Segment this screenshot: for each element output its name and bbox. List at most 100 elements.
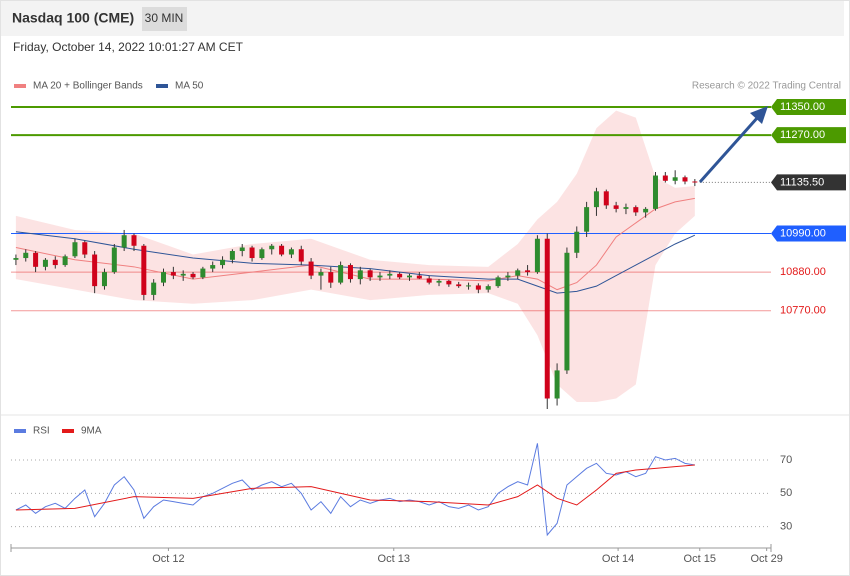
- candle-body: [643, 208, 649, 213]
- candle-body: [357, 270, 363, 280]
- candle-body: [564, 252, 570, 371]
- candle-body: [121, 235, 127, 248]
- ma-line: [15, 231, 696, 294]
- level-label: 11135.50: [780, 176, 824, 188]
- candle-body: [574, 231, 580, 253]
- candle-body: [446, 280, 452, 285]
- candle-body: [613, 205, 619, 209]
- candle-body: [387, 273, 393, 276]
- candle-body: [259, 249, 265, 259]
- target-arrow: [698, 116, 760, 183]
- candle-body: [505, 275, 511, 278]
- y-tick-label: 70: [780, 454, 792, 466]
- candle-body: [220, 259, 226, 266]
- candle-body: [131, 235, 137, 246]
- candle-body: [33, 252, 39, 267]
- candle-body: [151, 282, 157, 295]
- candle-body: [180, 273, 186, 276]
- candle-body: [318, 272, 324, 276]
- candle-body: [603, 191, 609, 206]
- candle-body: [456, 284, 462, 287]
- level-label: 10770.00: [780, 305, 826, 317]
- legend-label: MA 20 + Bollinger Bands: [33, 81, 143, 92]
- candle-body: [623, 207, 629, 209]
- arrow-head: [750, 106, 768, 124]
- candle-body: [170, 272, 176, 276]
- candle-body: [584, 207, 590, 232]
- interval[interactable]: 30 MIN: [145, 11, 184, 25]
- candle-body: [288, 249, 294, 255]
- candle-body: [42, 259, 48, 267]
- candle-body: [662, 175, 668, 181]
- rsi-line: [15, 464, 695, 511]
- interval-box[interactable]: [142, 7, 187, 31]
- candle-body: [554, 370, 560, 399]
- level-label: 10990.00: [780, 227, 826, 239]
- candle-body: [544, 238, 550, 399]
- rsi-line: [15, 443, 695, 537]
- candle-body: [308, 261, 314, 276]
- candle-body: [672, 177, 678, 181]
- y-tick-label: 30: [780, 521, 792, 533]
- x-tick-label: Oct 13: [378, 553, 410, 565]
- candle-body: [161, 272, 167, 283]
- header-bar: [1, 1, 844, 36]
- candle-body: [141, 245, 147, 295]
- candle-body: [328, 272, 334, 283]
- level-label: 11350.00: [780, 101, 825, 113]
- candle-body: [367, 270, 373, 278]
- candle-body: [111, 247, 117, 273]
- candle-body: [682, 177, 688, 182]
- candle-body: [466, 285, 472, 287]
- candle-body: [475, 285, 481, 290]
- candle-body: [338, 265, 344, 283]
- candle-body: [210, 265, 216, 269]
- plot: MA 20 + Bollinger Bands MA 50 11350.00 1127…: [11, 81, 846, 565]
- level-tag: [771, 225, 846, 242]
- candle-body: [347, 265, 353, 280]
- candle-body: [92, 254, 98, 287]
- candle-body: [397, 273, 403, 278]
- candle-body: [298, 249, 304, 262]
- candle-body: [23, 252, 29, 259]
- x-tick-label: Oct 12: [152, 553, 184, 565]
- candle-body: [377, 275, 383, 278]
- candle-body: [515, 270, 521, 276]
- legend-label: RSI: [33, 426, 50, 437]
- candle-body: [485, 286, 491, 290]
- candle-body: [239, 247, 245, 252]
- candle-body: [190, 273, 196, 278]
- title: Nasdaq 100 (CME): [12, 10, 134, 26]
- datetime: Friday, October 14, 2022 10:01:27 AM CET: [13, 40, 244, 54]
- credit: Research © 2022 Trading Central: [692, 81, 841, 92]
- legend-label: MA 50: [175, 81, 204, 92]
- bollinger-band: [15, 110, 695, 403]
- candle-body: [52, 259, 58, 266]
- y-tick-label: 50: [780, 487, 792, 499]
- candle-body: [200, 268, 206, 278]
- candle-body: [525, 270, 531, 273]
- x-tick-label: Oct 14: [602, 553, 634, 565]
- x-tick-label: Oct 29: [750, 553, 782, 565]
- candle-body: [436, 280, 442, 283]
- candle-body: [534, 238, 540, 273]
- level-label: 11270.00: [780, 129, 825, 141]
- candle-body: [13, 258, 19, 260]
- candle-body: [229, 251, 235, 260]
- level-tag: [771, 174, 846, 191]
- candle-body: [269, 245, 275, 250]
- candle-body: [692, 181, 698, 183]
- candle-body: [82, 242, 88, 255]
- candle-body: [426, 278, 432, 283]
- candle-body: [101, 272, 107, 287]
- level-tag: [771, 127, 846, 144]
- level-label: 10880.00: [780, 266, 826, 278]
- candle-body: [416, 275, 422, 279]
- candle-body: [406, 275, 412, 278]
- candle-body: [652, 175, 658, 209]
- candle-body: [62, 256, 68, 266]
- candle-body: [279, 245, 285, 255]
- legend-label: 9MA: [81, 426, 102, 437]
